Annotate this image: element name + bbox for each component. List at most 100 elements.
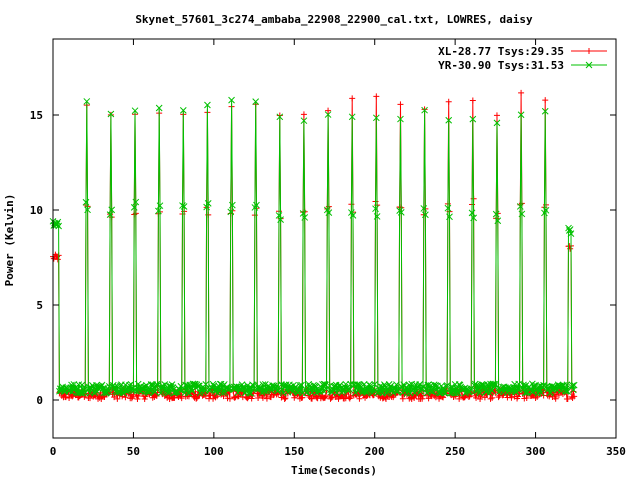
data-point: [528, 388, 535, 395]
data-point: [494, 217, 502, 225]
data-point: [443, 382, 451, 389]
data-point: [419, 395, 426, 402]
data-point: [134, 395, 141, 402]
data-point: [301, 214, 309, 221]
data-point: [151, 388, 159, 396]
data-point: [107, 110, 115, 118]
data-point: [131, 107, 139, 115]
data-point: [322, 393, 329, 400]
data-point: [420, 205, 428, 212]
x-tick-label: 100: [204, 445, 224, 458]
data-point: [179, 106, 187, 114]
data-point: [383, 389, 391, 397]
x-axis-label: Time(Seconds): [291, 464, 377, 477]
data-point: [537, 389, 545, 397]
data-point: [529, 388, 537, 396]
data-point: [349, 95, 356, 102]
data-point: [62, 394, 69, 401]
data-point: [490, 380, 498, 388]
data-point: [372, 114, 380, 122]
data-point: [127, 380, 135, 388]
data-point: [493, 112, 500, 119]
data-point: [156, 202, 164, 210]
data-point: [324, 111, 332, 118]
data-point: [469, 115, 477, 123]
data-point: [399, 395, 406, 402]
data-point: [470, 214, 477, 222]
y-axis-label: Power (Kelvin): [3, 194, 16, 287]
data-point: [227, 208, 235, 216]
data-point: [292, 383, 300, 391]
data-point: [417, 388, 424, 395]
data-point: [261, 388, 268, 395]
data-point: [564, 396, 571, 403]
data-point: [203, 203, 210, 211]
data-point: [54, 218, 62, 226]
data-point: [517, 111, 525, 119]
data-point: [397, 208, 405, 216]
data-point: [231, 394, 238, 401]
data-point: [276, 113, 284, 121]
data-point: [128, 395, 135, 402]
data-point: [204, 199, 212, 207]
data-point: [562, 387, 570, 395]
data-point: [105, 383, 113, 390]
data-point: [552, 395, 559, 402]
data-point: [299, 394, 306, 401]
data-point: [247, 389, 255, 397]
data-point: [370, 387, 378, 395]
data-point: [423, 389, 431, 397]
data-point: [228, 96, 235, 104]
data-point: [491, 383, 498, 390]
data-point: [300, 117, 308, 125]
data-point: [492, 210, 500, 218]
data-point: [542, 206, 550, 214]
data-point: [187, 386, 195, 393]
x-tick-label: 350: [606, 445, 626, 458]
series-1: [49, 96, 578, 397]
data-point: [164, 389, 172, 397]
data-point: [277, 216, 284, 223]
data-point: [84, 206, 91, 214]
data-point: [55, 222, 62, 230]
data-point: [155, 207, 162, 215]
data-point: [226, 395, 233, 402]
data-point: [422, 385, 430, 393]
data-point: [54, 256, 61, 263]
data-point: [209, 380, 217, 388]
data-point: [263, 395, 270, 402]
data-point: [567, 230, 575, 237]
data-point: [325, 209, 333, 216]
data-point: [249, 392, 256, 399]
data-point: [171, 394, 178, 401]
data-point: [516, 203, 524, 210]
data-point: [465, 393, 472, 400]
data-point: [445, 98, 452, 105]
data-point: [425, 381, 432, 388]
data-point: [233, 383, 241, 391]
data-point: [495, 394, 502, 401]
x-tick-label: 300: [526, 445, 546, 458]
data-point: [373, 93, 380, 100]
data-point: [425, 395, 432, 402]
data-point: [373, 213, 381, 220]
data-point: [132, 198, 140, 206]
data-point: [212, 386, 220, 393]
x-tick-label: 50: [127, 445, 140, 458]
data-point: [476, 389, 484, 397]
data-point: [409, 385, 417, 393]
data-point: [473, 394, 480, 401]
data-point: [108, 206, 116, 214]
data-point: [518, 210, 526, 218]
legend-label: XL-28.77 Tsys:29.35: [438, 45, 564, 58]
data-point: [106, 211, 114, 218]
data-point: [421, 106, 428, 114]
data-point: [172, 388, 180, 396]
data-point: [123, 388, 131, 395]
axes-layer: 0 50 100 150 200 250 300 350 0 5 10 15: [30, 39, 626, 458]
data-point: [114, 395, 121, 402]
plot-frame: [52, 38, 617, 439]
